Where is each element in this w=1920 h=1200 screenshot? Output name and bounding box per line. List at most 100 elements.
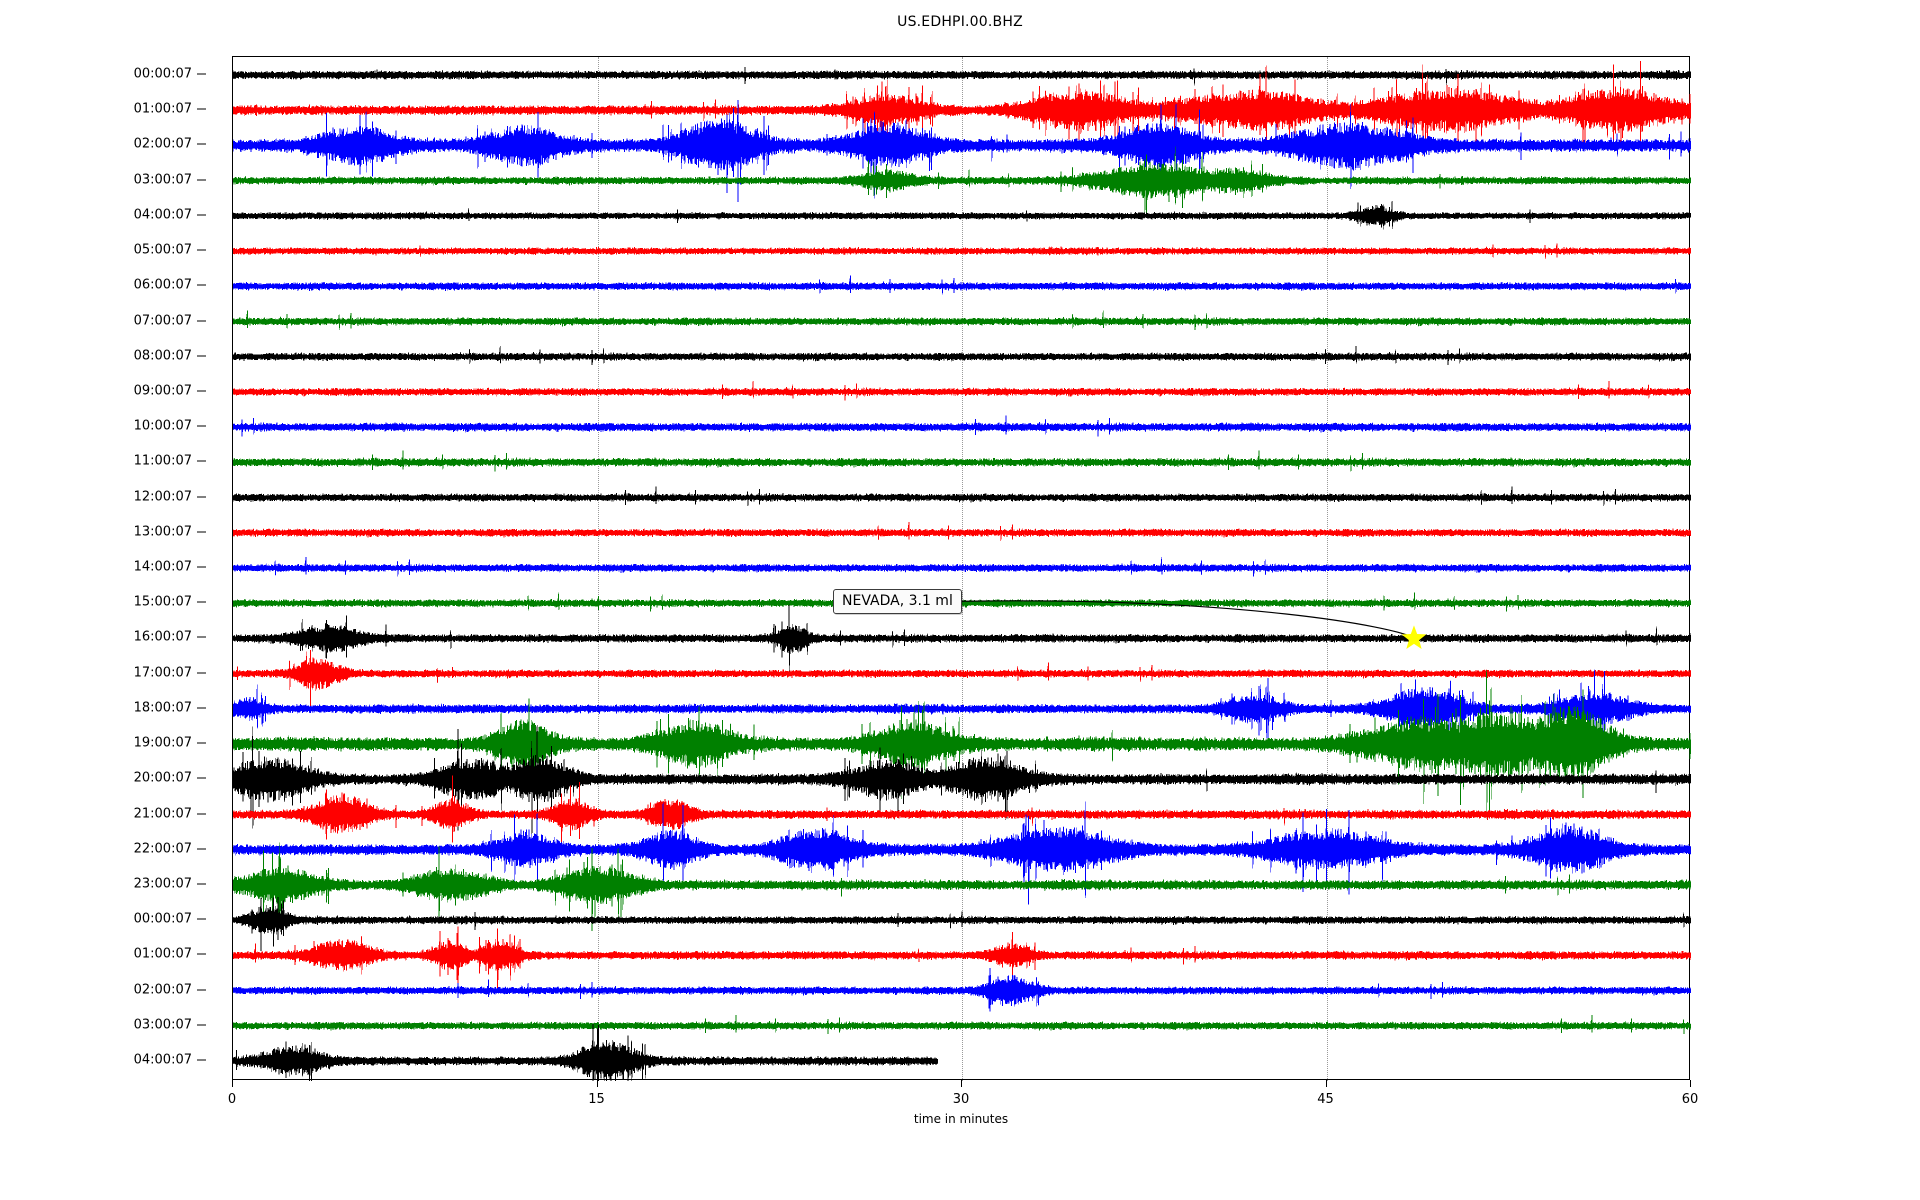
- trace-line: [233, 381, 1691, 401]
- y-tick-label: 21:00:07: [133, 806, 192, 821]
- y-tick-label: 01:00:07: [133, 946, 192, 962]
- y-tick-label: 19:00:07: [133, 735, 192, 751]
- y-tick-mark: [197, 1059, 206, 1061]
- trace-line: [233, 486, 1691, 507]
- y-tick-mark: [197, 355, 206, 357]
- y-tick-label: 09:00:07: [133, 383, 192, 399]
- trace-line: [233, 604, 1691, 673]
- y-tick-mark: [197, 672, 206, 674]
- y-tick-mark: [197, 390, 206, 392]
- y-tick-label: 16:00:07: [133, 629, 192, 645]
- y-tick-mark: [197, 813, 206, 814]
- y-tick-mark: [197, 707, 206, 709]
- y-tick-label: 23:00:07: [133, 876, 192, 892]
- x-tick-mark: [1325, 1080, 1327, 1087]
- trace-line: [233, 275, 1691, 295]
- y-tick-mark: [197, 848, 206, 850]
- y-tick-label: 12:00:07: [133, 489, 192, 505]
- y-tick-label: 04:00:07: [133, 207, 192, 223]
- trace-line: [233, 926, 1691, 994]
- trace-line: [233, 592, 1691, 612]
- y-tick-mark: [197, 73, 206, 75]
- y-tick-mark: [197, 531, 206, 533]
- y-tick-mark: [197, 918, 206, 920]
- y-tick-label: 08:00:07: [133, 348, 192, 364]
- y-tick-label: 14:00:07: [133, 559, 192, 575]
- y-tick-mark: [197, 777, 206, 779]
- trace-line: [233, 557, 1691, 577]
- y-tick-label: 01:00:07: [133, 101, 192, 117]
- y-tick-label: 07:00:07: [133, 313, 192, 328]
- y-tick-mark: [197, 496, 206, 498]
- y-tick-mark: [197, 214, 206, 216]
- trace-line: [233, 200, 1691, 230]
- y-tick-mark: [197, 883, 206, 885]
- trace-line: [233, 99, 1691, 202]
- y-tick-mark: [197, 989, 206, 991]
- x-tick-label: 60: [1681, 1092, 1699, 1107]
- y-tick-mark: [197, 249, 206, 251]
- x-tick-label: 0: [227, 1092, 237, 1107]
- y-tick-label: 00:00:07: [133, 911, 192, 927]
- trace-line: [233, 801, 1691, 905]
- y-tick-label: 03:00:07: [133, 172, 192, 188]
- x-tick-label: 45: [1317, 1092, 1334, 1107]
- y-tick-mark: [197, 179, 206, 181]
- trace-line: [233, 66, 1691, 86]
- y-tick-label: 00:00:07: [133, 66, 192, 82]
- y-tick-label: 13:00:07: [133, 524, 192, 540]
- y-tick-label: 02:00:07: [133, 982, 192, 998]
- y-tick-mark: [197, 636, 206, 638]
- x-tick-mark: [1690, 1080, 1691, 1087]
- y-tick-mark: [197, 601, 206, 603]
- trace-line: [233, 669, 1691, 742]
- y-tick-mark: [197, 953, 206, 955]
- y-tick-mark: [197, 284, 206, 286]
- chart-title: US.EDHPI.00.BHZ: [897, 14, 1023, 30]
- x-axis-tick-labels: 0 15 30 45 60: [228, 1080, 1698, 1120]
- trace-line: [233, 649, 1691, 712]
- y-tick-mark: [197, 1024, 206, 1026]
- y-tick-label: 20:00:07: [133, 770, 192, 786]
- x-tick-label: 30: [952, 1092, 970, 1107]
- y-tick-label: 06:00:07: [133, 277, 192, 293]
- plot-area: NEVADA, 3.1 ml: [232, 56, 1691, 1081]
- x-tick-mark: [961, 1080, 962, 1087]
- y-tick-label: 05:00:07: [133, 242, 192, 258]
- trace-line: [233, 146, 1691, 218]
- y-tick-label: 15:00:07: [133, 594, 192, 610]
- x-tick-mark: [596, 1080, 598, 1087]
- trace-line: [233, 521, 1691, 542]
- trace-line: [233, 670, 1691, 819]
- y-tick-mark: [197, 143, 206, 145]
- trace-line: [233, 968, 1691, 1012]
- y-tick-label: 10:00:07: [133, 418, 192, 434]
- y-tick-label: 22:00:07: [133, 841, 192, 857]
- y-tick-mark: [197, 742, 206, 744]
- y-tick-mark: [197, 320, 206, 321]
- y-axis-tick-labels: 00:00:07 01:00:07 02:00:07 03:00:07 04:00:07…: [0, 56, 232, 1080]
- trace-line: [233, 775, 1691, 848]
- y-tick-label: 17:00:07: [133, 665, 192, 681]
- trace-line: [233, 243, 1691, 259]
- y-tick-label: 03:00:07: [133, 1017, 192, 1033]
- y-tick-label: 11:00:07: [133, 453, 192, 469]
- trace-line: [233, 896, 1691, 952]
- y-tick-mark: [197, 566, 206, 568]
- y-tick-mark: [197, 425, 206, 427]
- x-tick-label: 15: [588, 1092, 605, 1107]
- trace-line: [233, 345, 1691, 366]
- x-axis-title: time in minutes: [913, 1112, 1009, 1126]
- trace-line: [233, 60, 1691, 157]
- trace-line: [233, 1023, 939, 1081]
- trace-line: [233, 415, 1691, 437]
- y-tick-label: 04:00:07: [133, 1052, 192, 1068]
- y-tick-mark: [197, 460, 206, 462]
- event-annotation-label: NEVADA, 3.1 ml: [833, 588, 962, 614]
- trace-line: [233, 450, 1691, 472]
- trace-line: [233, 1014, 1691, 1035]
- y-tick-mark: [197, 108, 206, 110]
- trace-line: [233, 310, 1691, 330]
- y-tick-label: 18:00:07: [133, 700, 192, 716]
